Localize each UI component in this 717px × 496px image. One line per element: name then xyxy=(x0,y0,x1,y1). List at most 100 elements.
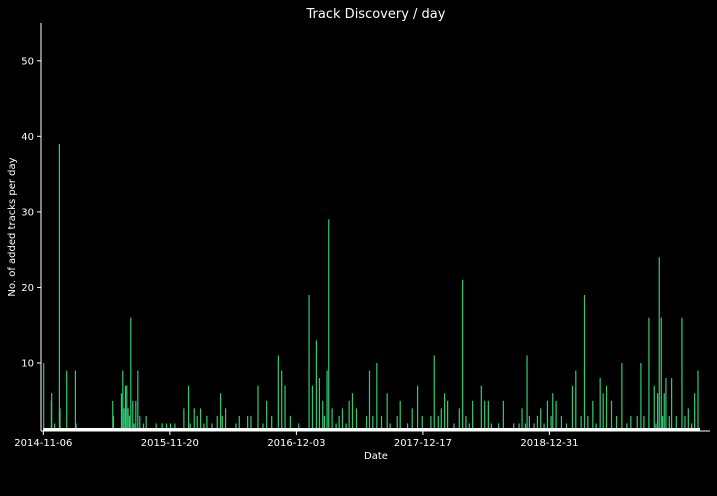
bar xyxy=(524,423,526,431)
bar xyxy=(323,415,326,431)
bar xyxy=(338,415,340,431)
bar xyxy=(411,408,413,431)
bar xyxy=(453,423,455,431)
bar xyxy=(54,423,56,431)
x-axis-label: Date xyxy=(364,451,388,462)
bar xyxy=(211,423,213,431)
bar xyxy=(518,423,520,431)
bar xyxy=(145,415,147,431)
bar xyxy=(550,415,552,431)
bar xyxy=(122,370,124,431)
bar xyxy=(540,408,542,431)
bar xyxy=(662,415,664,431)
bar xyxy=(271,415,273,431)
bar xyxy=(250,415,252,431)
bar xyxy=(656,393,659,431)
bar xyxy=(599,378,601,431)
bar xyxy=(472,400,474,431)
bar xyxy=(262,423,264,431)
bar xyxy=(51,393,53,431)
bar xyxy=(565,423,568,431)
bar xyxy=(498,423,500,431)
bar xyxy=(58,143,60,431)
bar xyxy=(130,317,132,431)
bar xyxy=(396,415,398,431)
bar xyxy=(421,415,423,431)
bar xyxy=(546,400,549,431)
bar xyxy=(326,370,328,431)
bar xyxy=(536,415,539,431)
bar xyxy=(490,423,492,431)
bar xyxy=(665,378,667,431)
bar xyxy=(684,415,686,431)
bar xyxy=(468,423,470,431)
bar xyxy=(560,415,563,431)
bar xyxy=(216,415,218,431)
bar xyxy=(284,385,286,431)
bar xyxy=(502,400,504,431)
bar xyxy=(341,408,344,431)
bar xyxy=(206,415,208,431)
bar xyxy=(59,408,61,431)
bar xyxy=(137,370,139,431)
bar xyxy=(380,415,383,431)
bar xyxy=(487,400,489,431)
bar xyxy=(127,408,129,431)
bar xyxy=(183,408,185,431)
bar xyxy=(430,415,432,431)
bar xyxy=(120,393,123,431)
bar xyxy=(433,355,435,431)
bar xyxy=(308,295,310,431)
bar xyxy=(123,408,125,431)
bar xyxy=(480,385,482,431)
bar xyxy=(675,415,677,431)
bar xyxy=(571,385,574,431)
bar xyxy=(235,423,237,431)
bar xyxy=(203,423,205,431)
ticks-group: 10 20 30 40 50 2014-11-06 2015-11-20 2016-12-03… xyxy=(14,56,578,449)
bar xyxy=(440,408,442,431)
bar xyxy=(681,317,683,431)
bar xyxy=(630,415,632,431)
bar xyxy=(135,400,137,431)
bar xyxy=(345,423,347,431)
bar xyxy=(444,393,446,431)
bar xyxy=(552,393,554,431)
bar xyxy=(318,378,321,431)
bar xyxy=(348,400,350,431)
bar xyxy=(660,317,662,431)
bar xyxy=(621,363,623,431)
bar xyxy=(615,415,618,431)
bar xyxy=(368,370,371,431)
bar xyxy=(221,415,223,431)
bar xyxy=(416,385,419,431)
bar xyxy=(587,415,589,431)
bar xyxy=(187,385,190,431)
bar xyxy=(193,408,195,431)
bar xyxy=(687,408,689,431)
bar xyxy=(389,423,391,431)
bar xyxy=(555,400,557,431)
bar xyxy=(174,423,176,431)
bar xyxy=(592,400,594,431)
y-axis-label: No. of added tracks per day xyxy=(7,157,18,296)
bar xyxy=(315,340,318,431)
bar xyxy=(694,393,696,431)
bar xyxy=(484,400,486,431)
bar xyxy=(691,423,693,431)
bar xyxy=(528,415,530,431)
bar xyxy=(161,423,163,431)
bar xyxy=(580,415,582,431)
bar xyxy=(133,423,135,431)
bar xyxy=(376,363,378,431)
x-tick-label: 2014-11-06 xyxy=(14,438,72,449)
bar xyxy=(447,400,449,431)
x-tick-label: 2015-11-20 xyxy=(141,438,199,449)
bar xyxy=(543,423,545,431)
bar xyxy=(189,423,191,431)
x-tick-label: 2018-12-31 xyxy=(520,438,578,449)
bar xyxy=(671,378,673,431)
bar xyxy=(655,423,657,431)
y-tick-label: 20 xyxy=(21,283,34,294)
